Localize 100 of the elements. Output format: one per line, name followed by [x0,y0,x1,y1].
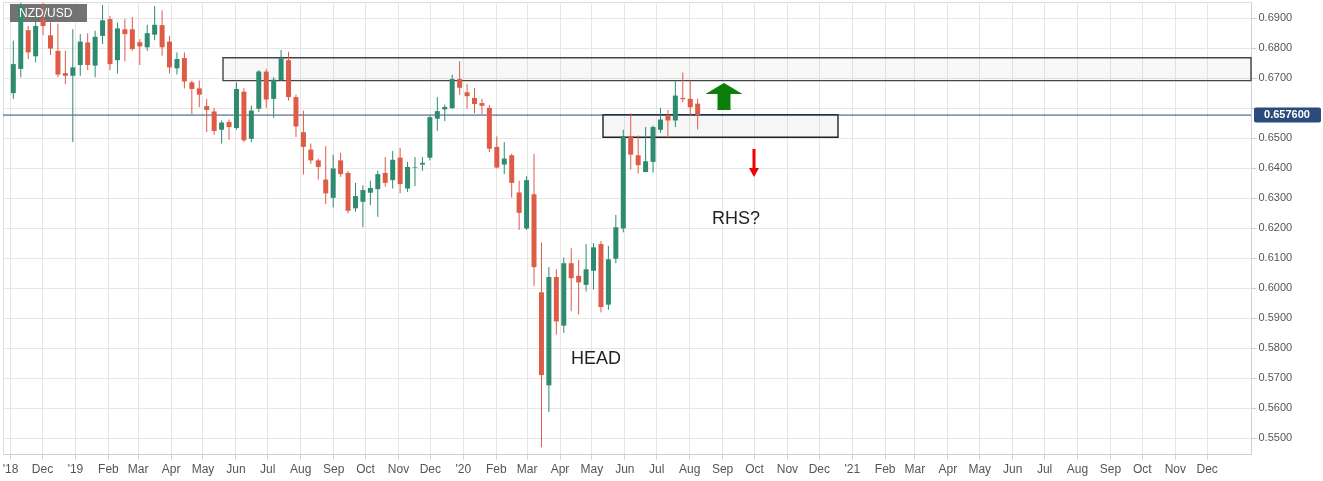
x-tick-label: Apr [161,461,181,476]
candlestick [219,119,225,145]
candlestick [434,96,440,132]
candlestick [568,247,574,312]
candlestick [338,152,344,178]
candlestick [174,51,180,76]
candlestick [665,109,671,139]
candlestick [211,107,217,136]
x-tick-label: '18 [2,461,19,476]
y-tick-label: 0.6100 [1258,251,1293,264]
x-tick-label: Nov [387,461,410,476]
candlestick [382,156,388,188]
candlestick [695,98,701,130]
x-tick-label: Apr [550,461,570,476]
annotation: RHS? [711,208,761,228]
candlestick [657,107,663,134]
candlestick [300,110,306,175]
candlestick [129,16,135,52]
x-tick-label: Feb [98,461,120,476]
candlestick [583,243,589,292]
candlestick [308,143,314,165]
candlestick [375,170,381,218]
candlestick [226,119,232,141]
candlestick [159,9,165,57]
y-tick-label: 0.6700 [1258,71,1293,84]
candlestick [464,83,470,110]
x-tick-label: Aug [678,461,701,476]
x-tick-label: Dec [808,461,830,476]
y-tick-label: 0.5900 [1258,311,1293,324]
x-tick-label: Aug [1066,461,1089,476]
candlestick [189,80,195,115]
candlestick [576,259,582,316]
candlestick [360,184,366,228]
x-tick-label: Feb [485,461,507,476]
x-tick-label: '19 [67,461,84,476]
y-tick-label: 0.5600 [1258,401,1293,414]
y-tick-label: 0.6800 [1258,41,1293,54]
candlestick [390,150,396,190]
x-tick-label: Dec [419,461,442,476]
x-tick-label: May [968,461,992,476]
x-tick-label: Mar [127,461,149,476]
x-tick-label: Feb [874,461,896,476]
candlestick [100,4,106,45]
y-tick-label: 0.6500 [1258,131,1293,144]
candlestick [687,80,693,116]
candlestick [152,5,158,41]
candlestick [77,33,83,77]
candlestick [479,98,485,115]
x-tick-label: Aug [290,461,312,476]
candlestick [472,87,478,114]
y-tick-label: 0.6200 [1258,221,1293,234]
chart-title: NZD/USD [19,6,73,20]
annotation: HEAD [570,348,622,368]
y-tick-label: 0.6000 [1258,281,1293,294]
candlestick [144,24,150,52]
candlestick [628,112,634,171]
x-tick-label: Oct [1133,461,1153,476]
x-tick-label: Sep [322,461,345,476]
x-tick-label: May [580,461,604,476]
x-tick-label: Jul [649,461,665,476]
x-tick-label: '20 [455,461,472,476]
y-tick-label: 0.6300 [1258,191,1293,204]
candlestick [494,135,500,169]
candlestick [405,161,411,193]
y-tick-label: 0.6900 [1258,11,1293,24]
y-tick-label: 0.5500 [1258,431,1293,444]
x-tick-label: May [191,461,215,476]
candlestick [25,25,31,60]
candlestick [181,51,187,89]
x-tick-label: Jun [1003,461,1023,476]
x-tick-label: Jun [226,461,246,476]
candlestick [367,180,373,206]
candlestick [55,23,61,78]
x-tick-label: Dec [1196,461,1218,476]
ref-line-label: 0.657600 [1264,108,1310,121]
candlestick [591,242,597,291]
x-tick-label: Mar [516,461,538,476]
y-tick-label: 0.6400 [1258,161,1293,174]
x-tick-label: Apr [938,461,958,476]
x-tick-label: '21 [844,461,861,476]
candlestick [204,98,210,133]
candlestick [516,180,522,231]
x-tick-label: Nov [776,461,799,476]
candlestick [62,50,68,85]
candlestick [501,141,507,175]
x-tick-label: Mar [904,461,926,476]
y-tick-label: 0.5800 [1258,341,1293,354]
candlestick [48,21,54,56]
candlestick [271,76,277,119]
y-tick-label: 0.5700 [1258,371,1293,384]
candlestick [278,49,284,82]
candlestick [412,156,418,187]
candlestick [70,28,76,143]
x-tick-label: Jul [260,461,276,476]
candlestick [457,60,463,96]
candlestick [196,80,202,108]
candlestick [315,158,321,181]
x-tick-label: Dec [31,461,54,476]
candlestick [323,145,329,205]
x-tick-label: Sep [711,461,734,476]
